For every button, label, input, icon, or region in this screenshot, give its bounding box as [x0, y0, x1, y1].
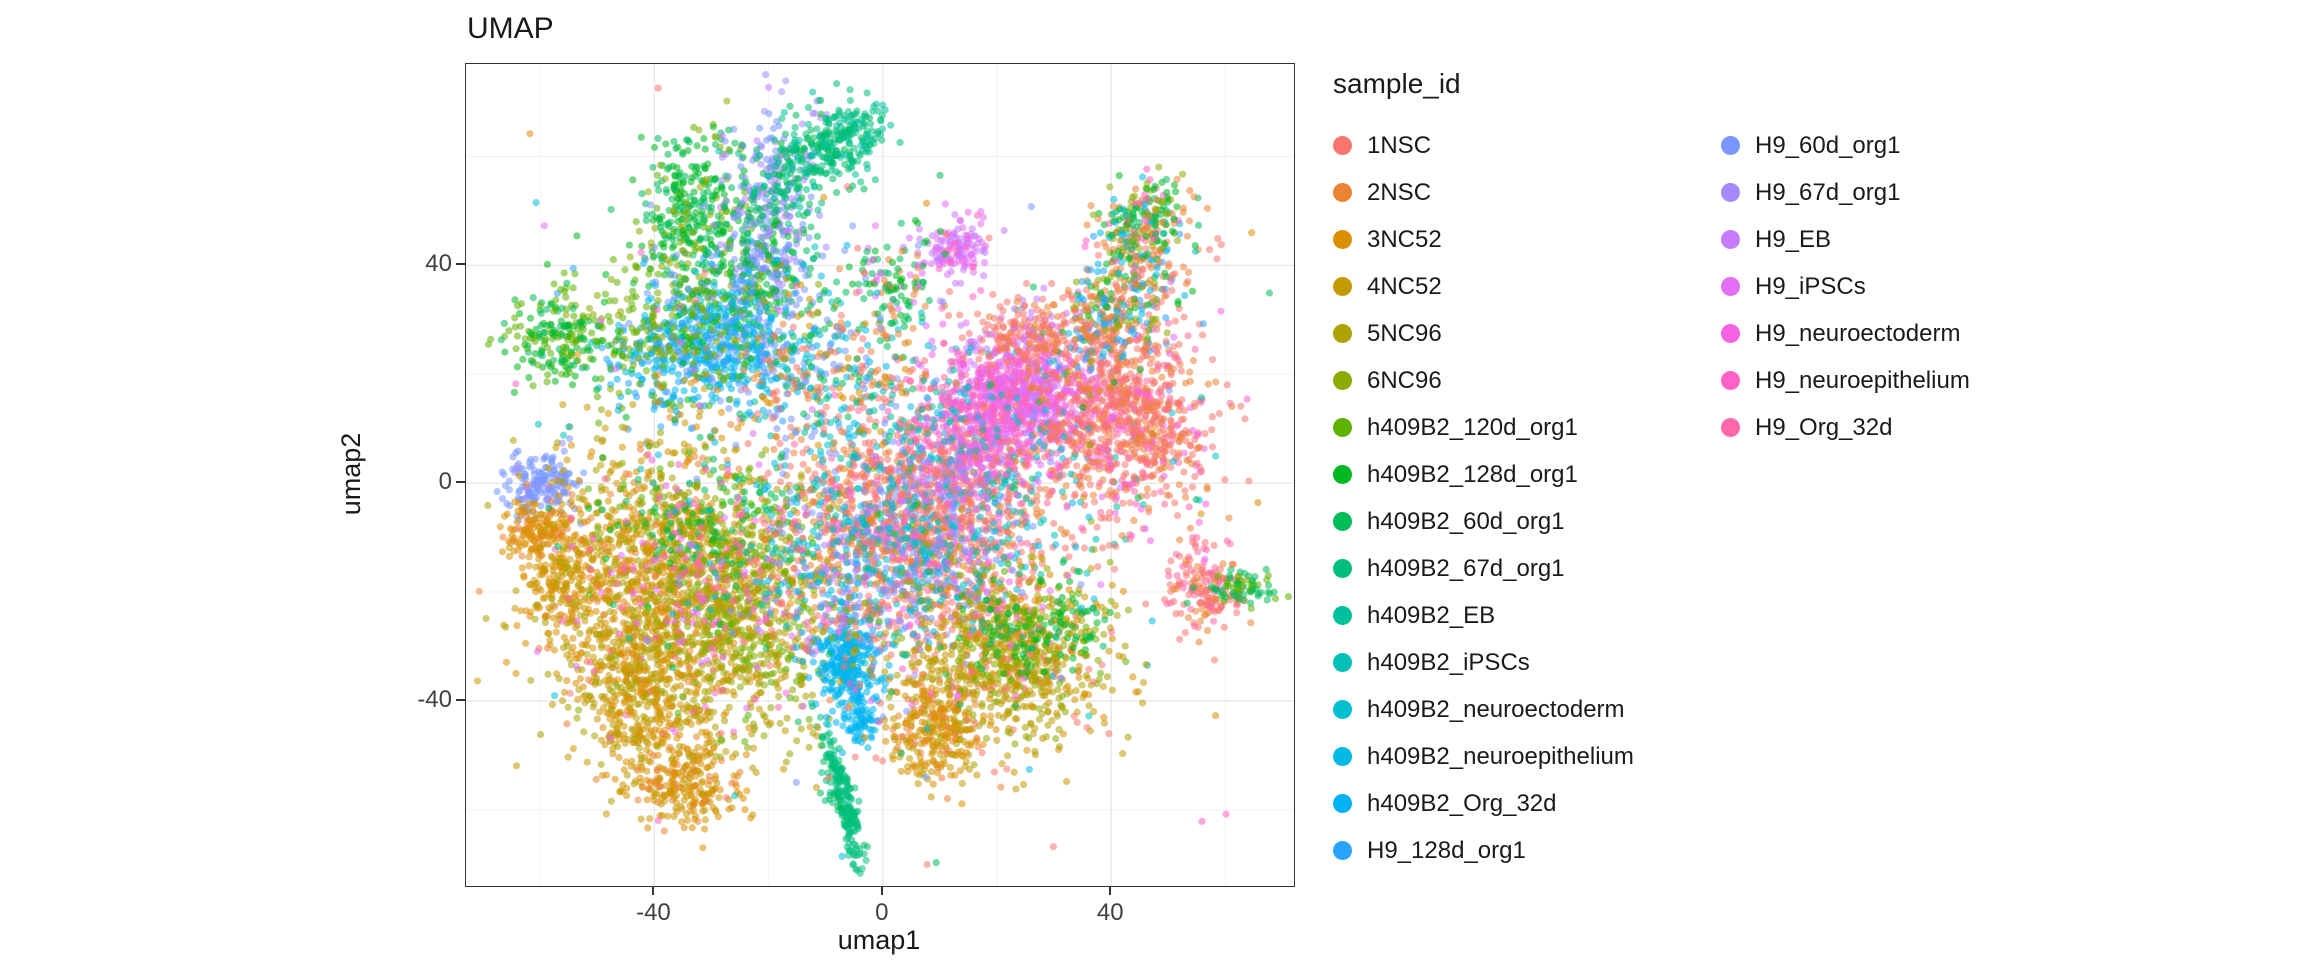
legend-dot-icon	[1333, 512, 1352, 531]
legend-dot-icon	[1333, 183, 1352, 202]
legend-label: H9_iPSCs	[1755, 272, 1866, 300]
legend-item: 5NC96	[1333, 320, 1721, 348]
legend-dot-icon	[1333, 700, 1352, 719]
legend-label: h409B2_60d_org1	[1367, 507, 1565, 535]
legend-dot-icon	[1333, 559, 1352, 578]
legend-item: H9_neuroepithelium	[1721, 367, 2109, 395]
y-axis-title: umap2	[336, 432, 366, 516]
x-tick-label: -40	[636, 899, 671, 926]
legend-dot-icon	[1333, 324, 1352, 343]
legend-label: h409B2_neuroectoderm	[1367, 695, 1625, 723]
y-tick-label: 0	[438, 468, 452, 496]
plot-title: UMAP	[467, 12, 554, 45]
legend-dot-icon	[1333, 277, 1352, 296]
legend-item: H9_Org_32d	[1721, 414, 2109, 442]
y-tick-mark	[456, 698, 465, 701]
legend-item: H9_67d_org1	[1721, 179, 2109, 207]
legend-dot-icon	[1333, 606, 1352, 625]
legend-label: 3NC52	[1367, 225, 1442, 253]
legend-dot-icon	[1333, 136, 1352, 155]
legend-label: H9_neuroectoderm	[1755, 319, 1961, 347]
legend-dot-icon	[1721, 230, 1740, 249]
legend-item: 6NC96	[1333, 367, 1721, 395]
legend-dot-icon	[1721, 183, 1740, 202]
legend-item: h409B2_67d_org1	[1333, 555, 1721, 583]
legend-dot-icon	[1333, 747, 1352, 766]
legend-dot-icon	[1721, 277, 1740, 296]
legend-label: h409B2_120d_org1	[1367, 413, 1578, 441]
legend-item: H9_neuroectoderm	[1721, 320, 2109, 348]
legend-item: h409B2_128d_org1	[1333, 461, 1721, 489]
legend-title: sample_id	[1333, 68, 1461, 99]
legend-item: h409B2_neuroectoderm	[1333, 696, 1721, 724]
legend-label: H9_128d_org1	[1367, 836, 1526, 864]
legend-label: h409B2_neuroepithelium	[1367, 742, 1634, 770]
legend-item: h409B2_120d_org1	[1333, 414, 1721, 442]
legend-label: 6NC96	[1367, 366, 1442, 394]
legend-item: h409B2_iPSCs	[1333, 649, 1721, 677]
legend-label: h409B2_128d_org1	[1367, 460, 1578, 488]
legend-item: h409B2_Org_32d	[1333, 790, 1721, 818]
legend-item: h409B2_EB	[1333, 602, 1721, 630]
legend-dot-icon	[1721, 371, 1740, 390]
legend-label: h409B2_Org_32d	[1367, 789, 1557, 817]
legend-item: 2NSC	[1333, 179, 1721, 207]
legend-label: H9_Org_32d	[1755, 413, 1893, 441]
legend-label: 4NC52	[1367, 272, 1442, 300]
legend-label: h409B2_67d_org1	[1367, 554, 1565, 582]
legend-label: h409B2_iPSCs	[1367, 648, 1530, 676]
legend-item: h409B2_60d_org1	[1333, 508, 1721, 536]
umap-scatter-canvas	[466, 64, 1294, 886]
legend-label: H9_EB	[1755, 225, 1832, 253]
legend-label: H9_60d_org1	[1755, 131, 1901, 159]
legend-dot-icon	[1333, 230, 1352, 249]
x-tick-mark	[652, 886, 655, 895]
legend-label: 1NSC	[1367, 131, 1432, 159]
legend-dot-icon	[1333, 653, 1352, 672]
y-tick-mark	[456, 481, 465, 484]
legend-dot-icon	[1333, 794, 1352, 813]
legend-dot-icon	[1721, 136, 1740, 155]
legend-item: H9_iPSCs	[1721, 273, 2109, 301]
legend-dot-icon	[1721, 418, 1740, 437]
y-tick-label: 40	[425, 250, 452, 278]
legend-dot-icon	[1333, 418, 1352, 437]
x-tick-label: 40	[1096, 899, 1124, 926]
legend-item: H9_128d_org1	[1333, 837, 1721, 865]
x-axis-title: umap1	[837, 925, 921, 955]
legend-item: h409B2_neuroepithelium	[1333, 743, 1721, 771]
legend-dot-icon	[1333, 841, 1352, 860]
legend-item: 1NSC	[1333, 132, 1721, 160]
legend-dot-icon	[1333, 465, 1352, 484]
legend-item: 3NC52	[1333, 226, 1721, 254]
legend-label: 2NSC	[1367, 178, 1432, 206]
x-tick-label: 0	[875, 899, 889, 926]
legend-item: H9_60d_org1	[1721, 132, 2109, 160]
legend-label: h409B2_EB	[1367, 601, 1496, 629]
legend-item: H9_EB	[1721, 226, 2109, 254]
x-tick-mark	[880, 886, 883, 895]
y-tick-mark	[456, 263, 465, 266]
legend-label: H9_67d_org1	[1755, 178, 1901, 206]
legend: 1NSC 2NSC 3NC52 4NC52 5NC96 6NC96 h409B2_120d_…	[1333, 122, 2109, 874]
x-tick-mark	[1109, 886, 1112, 895]
legend-label: H9_neuroepithelium	[1755, 366, 1970, 394]
legend-dot-icon	[1333, 371, 1352, 390]
y-tick-label: -40	[417, 685, 452, 713]
legend-label: 5NC96	[1367, 319, 1442, 347]
legend-item: 4NC52	[1333, 273, 1721, 301]
legend-dot-icon	[1721, 324, 1740, 343]
plot-panel	[465, 63, 1295, 887]
